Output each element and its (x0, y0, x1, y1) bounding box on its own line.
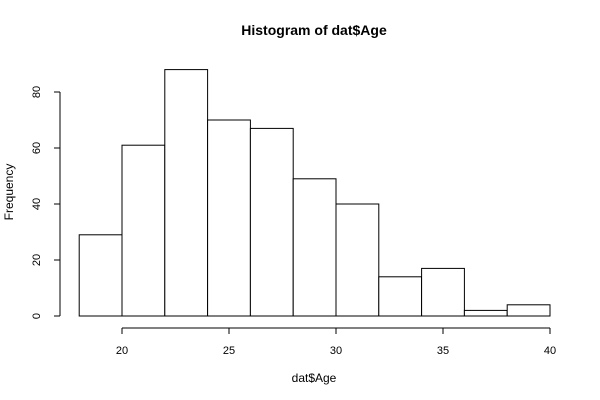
histogram-bar-7 (335, 203, 380, 317)
x-tick-label-35: 35 (437, 345, 449, 357)
y-axis: 0 20 40 60 80 (31, 86, 61, 319)
x-tick-label-40: 40 (544, 345, 556, 357)
x-axis: 20 25 30 35 40 (116, 327, 556, 357)
histogram-bar-10 (463, 309, 508, 317)
x-tick-label-25: 25 (223, 345, 235, 357)
histogram-bar-5 (249, 127, 294, 317)
x-tick-label-20: 20 (116, 345, 128, 357)
x-tick-label-30: 30 (330, 345, 342, 357)
y-tick-label-60: 60 (31, 142, 43, 154)
y-tick-label-80: 80 (31, 86, 43, 98)
y-tick-label-20: 20 (31, 254, 43, 266)
bars-group (78, 69, 551, 317)
y-axis-label: Frequency (2, 164, 16, 221)
histogram-bar-11 (506, 304, 551, 317)
histogram-bar-1 (78, 234, 123, 317)
y-tick-label-0: 0 (31, 313, 43, 319)
histogram-bar-9 (421, 267, 465, 317)
histogram-bar-8 (378, 276, 423, 317)
histogram-bar-2 (121, 144, 166, 317)
histogram-bar-4 (207, 119, 251, 317)
histogram-bar-6 (292, 178, 337, 317)
histogram-bar-3 (164, 69, 209, 317)
y-tick-label-40: 40 (31, 198, 43, 210)
x-axis-label: dat$Age (292, 371, 337, 385)
chart-title: Histogram of dat$Age (241, 22, 387, 38)
